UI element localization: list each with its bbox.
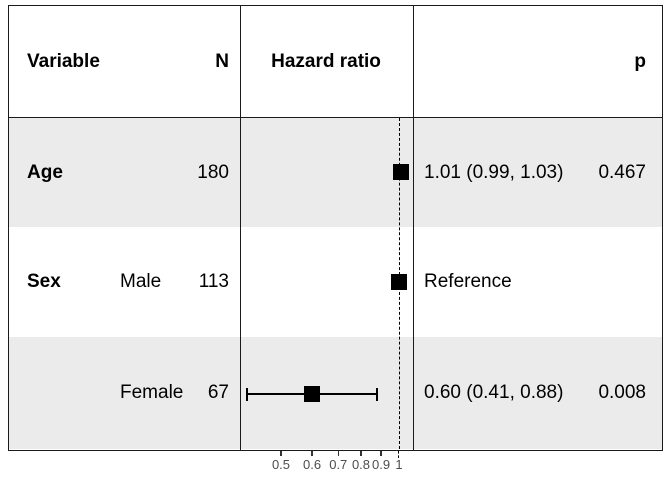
header-row: Variable N Hazard ratio p xyxy=(9,6,662,118)
axis-tick-mark xyxy=(380,451,382,456)
row-estimate-label: Reference xyxy=(424,271,512,292)
column-divider-left xyxy=(239,6,241,450)
row-estimate-label: 1.01 (0.99, 1.03) xyxy=(424,161,564,183)
row-estimate-label: 0.60 (0.41, 0.88) xyxy=(424,382,564,403)
axis-tick-mark xyxy=(311,451,313,456)
forest-plot-table: Variable N Hazard ratio p Age 180 1.01 (… xyxy=(8,5,663,451)
row-variable-label: Sex xyxy=(27,271,61,292)
table-row-sex-male: Sex Male 113 Reference xyxy=(9,227,662,337)
row-level-label: Female xyxy=(120,382,184,403)
axis-tick-label: 0.8 xyxy=(351,457,371,472)
header-n: N xyxy=(215,50,229,72)
row-n-value: 67 xyxy=(207,382,229,403)
axis-tick-label: 0.5 xyxy=(271,457,291,472)
table-row-sex-female: Female 67 0.60 (0.41, 0.88) 0.008 xyxy=(9,337,662,449)
axis-tick-mark xyxy=(337,451,340,456)
row-p-value: 0.467 xyxy=(598,161,646,183)
header-hazard-ratio: Hazard ratio xyxy=(271,50,381,72)
axis-tick-mark xyxy=(398,451,400,458)
row-variable-label: Age xyxy=(27,161,63,183)
column-divider-right xyxy=(412,6,414,450)
header-variable: Variable xyxy=(27,50,100,72)
axis-tick-label: 0.7 xyxy=(329,457,348,472)
header-p: p xyxy=(634,50,646,72)
axis-tick-mark xyxy=(280,451,282,456)
axis-tick-mark xyxy=(360,451,362,456)
axis-tick-label: 0.6 xyxy=(302,457,322,472)
axis-tick-label: 0.9 xyxy=(372,457,391,472)
row-n-value: 180 xyxy=(197,161,229,183)
row-level-label: Male xyxy=(120,271,162,292)
row-p-value: 0.008 xyxy=(598,382,646,403)
axis-tick-label: 1 xyxy=(395,457,403,472)
table-row-age: Age 180 1.01 (0.99, 1.03) 0.467 xyxy=(9,118,662,227)
row-n-value: 113 xyxy=(198,271,229,292)
reference-line xyxy=(398,118,400,449)
